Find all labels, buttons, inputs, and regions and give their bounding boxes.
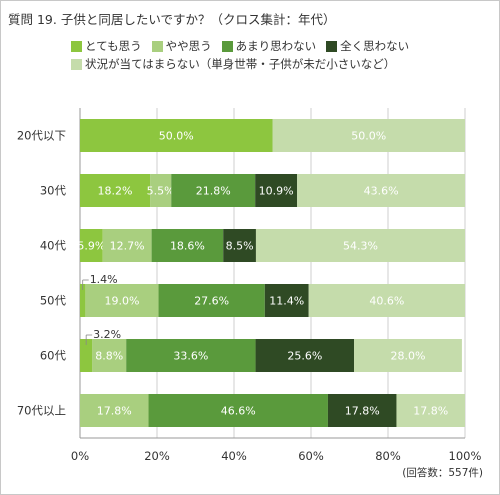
bar-segment: [80, 174, 151, 207]
legend-item-3: あまり思わない: [221, 38, 317, 54]
bar-segment: [255, 174, 298, 207]
legend-row-2: 状況が当てはまらない（単身世帯・子供が未だ小さいなど）: [71, 55, 491, 73]
data-label: 43.6%: [364, 185, 399, 198]
legend-label-5: 状況が当てはまらない（単身世帯・子供が未だ小さいなど）: [85, 57, 396, 71]
data-label: 28.0%: [391, 350, 426, 363]
data-label: 11.4%: [269, 295, 304, 308]
bar-segment: [80, 284, 86, 317]
data-label: 5.9%: [77, 240, 105, 253]
chart-title: 質問 19. 子供と同居したいですか？（クロス集計：年代）: [8, 12, 336, 27]
bar-segment: [148, 394, 328, 427]
data-label: 54.3%: [343, 240, 378, 253]
x-tick-label: 20%: [144, 449, 170, 463]
data-label: 21.8%: [196, 185, 231, 198]
data-label: 25.6%: [287, 350, 322, 363]
legend-swatch-1: [71, 40, 82, 52]
legend-item-4: 全く思わない: [326, 38, 409, 54]
data-label: 17.8%: [413, 405, 448, 418]
data-label: 40.6%: [369, 295, 404, 308]
bar-segment: [80, 339, 93, 372]
bar-segment: [80, 394, 149, 427]
bar-segment: [272, 119, 465, 152]
data-label: 17.8%: [345, 405, 380, 418]
sample-size-note: (回答数：557件): [402, 466, 483, 479]
legend-swatch-2: [151, 40, 163, 52]
legend-swatch-3: [221, 40, 233, 52]
data-label: 33.6%: [173, 350, 208, 363]
bar-segment: [158, 284, 265, 317]
x-tick-label: 100%: [449, 449, 482, 463]
bar-segment: [150, 174, 172, 207]
bar-segment: [264, 284, 309, 317]
x-tick-label: 80%: [375, 449, 401, 463]
bar-segment: [308, 284, 465, 317]
bar-segment: [102, 229, 152, 262]
bar-segment: [396, 394, 465, 427]
data-label: 18.2%: [98, 185, 133, 198]
bar-segment: [255, 339, 355, 372]
category-label: 50代: [40, 294, 67, 308]
bar-segment: [223, 229, 256, 262]
data-label: 10.9%: [259, 185, 294, 198]
x-tick-label: 0%: [71, 449, 89, 463]
legend-swatch-5: [71, 58, 82, 70]
bar-segment: [80, 119, 273, 152]
category-label: 70代以上: [17, 404, 66, 418]
data-label: 3.2%: [93, 328, 121, 341]
legend-label-4: 全く思わない: [340, 39, 410, 53]
legend: とても思う やや思う あまり思わない 全く思わない 状況が当てはまらない（単身世…: [71, 37, 491, 73]
x-tick-label: 40%: [221, 449, 247, 463]
bar-segment: [151, 229, 224, 262]
category-label: 40代: [40, 239, 67, 253]
category-label: 30代: [40, 184, 67, 198]
x-tick-label: 60%: [298, 449, 324, 463]
data-label: 46.6%: [221, 405, 256, 418]
data-label: 17.8%: [97, 405, 132, 418]
legend-label-1: とても思う: [85, 39, 142, 53]
bar-segment: [171, 174, 256, 207]
bar-segment: [297, 174, 465, 207]
data-label: 27.6%: [194, 295, 229, 308]
legend-item-1: とても思う: [71, 38, 142, 54]
data-label: 5.5%: [147, 185, 175, 198]
category-label: 60代: [40, 349, 67, 363]
data-label: 50.0%: [159, 130, 194, 143]
legend-item-2: やや思う: [151, 38, 212, 54]
bar-segment: [327, 394, 397, 427]
data-label: 1.4%: [90, 273, 118, 286]
bar-segment: [92, 339, 127, 372]
legend-label-2: やや思う: [165, 39, 212, 53]
bar-segment: [255, 229, 465, 262]
data-label: 19.0%: [104, 295, 139, 308]
data-label: 8.8%: [95, 350, 123, 363]
bar-segment: [126, 339, 256, 372]
legend-row-1: とても思う やや思う あまり思わない 全く思わない: [71, 37, 491, 55]
data-label: 8.5%: [226, 240, 254, 253]
bar-segment: [85, 284, 159, 317]
legend-label-3: あまり思わない: [235, 39, 317, 53]
legend-swatch-4: [326, 40, 338, 52]
data-label: 12.7%: [110, 240, 145, 253]
legend-item-5: 状況が当てはまらない（単身世帯・子供が未だ小さいなど）: [71, 56, 395, 72]
category-label: 20代以下: [17, 129, 66, 143]
data-label: 50.0%: [351, 130, 386, 143]
bar-segment: [80, 229, 103, 262]
data-label: 18.6%: [170, 240, 205, 253]
bar-segment: [354, 339, 462, 372]
